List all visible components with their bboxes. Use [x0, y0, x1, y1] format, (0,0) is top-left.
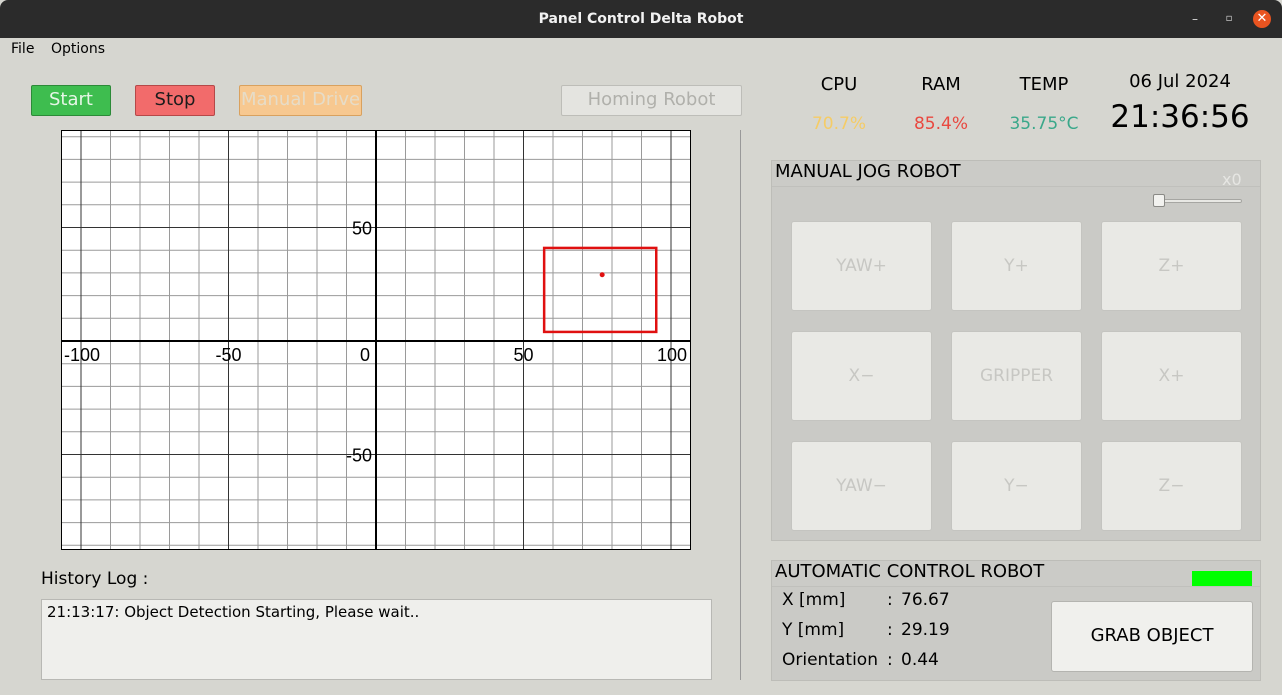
x-tick-label: 0 — [360, 345, 370, 365]
workspace-plot-canvas: -100 -50 0 50 100 50 -50 — [62, 131, 690, 549]
x-plus-button[interactable]: X+ — [1101, 331, 1242, 421]
x-tick-label: -50 — [215, 345, 241, 365]
object-bounding-box — [542, 246, 658, 334]
maximize-icon[interactable]: ▫ — [1225, 13, 1233, 24]
manual-drive-button[interactable]: Manual Drive — [239, 85, 362, 116]
cpu-value: 70.7% — [811, 114, 866, 134]
x-coord-colon: : — [887, 590, 893, 610]
orientation-colon: : — [887, 650, 893, 670]
speed-multiplier-label: x0 — [1222, 170, 1242, 189]
history-log-box[interactable]: 21:13:17: Object Detection Starting, Ple… — [41, 599, 712, 680]
y-tick-label: 50 — [352, 219, 372, 239]
automatic-control-header — [772, 561, 1260, 587]
y-plus-button[interactable]: Y+ — [951, 221, 1082, 311]
z-plus-button[interactable]: Z+ — [1101, 221, 1242, 311]
y-coord-value: 29.19 — [901, 620, 950, 640]
manual-jog-panel: MANUAL JOG ROBOT x0 YAW+ Y+ Z+ X− GRIPPE… — [771, 160, 1261, 541]
clock-display: 21:36:56 — [1110, 99, 1250, 135]
homing-robot-button[interactable]: Homing Robot — [561, 85, 742, 116]
y-coord-label: Y [mm] — [782, 620, 845, 640]
x-tick-label: 50 — [513, 345, 533, 365]
orientation-value: 0.44 — [901, 650, 939, 670]
orientation-label: Orientation — [782, 650, 878, 670]
menu-bar: File Options — [0, 38, 1282, 60]
x-minus-button[interactable]: X− — [791, 331, 932, 421]
workspace-plot[interactable]: -100 -50 0 50 100 50 -50 — [61, 130, 691, 550]
automatic-control-title: AUTOMATIC CONTROL ROBOT — [775, 561, 1045, 582]
yaw-plus-button[interactable]: YAW+ — [791, 221, 932, 311]
history-log-label: History Log : — [41, 569, 149, 589]
cpu-label: CPU — [820, 74, 858, 95]
x-tick-label: -100 — [64, 345, 100, 365]
temp-value: 35.75°C — [1009, 114, 1079, 134]
x-coord-label: X [mm] — [782, 590, 846, 610]
stop-button[interactable]: Stop — [135, 85, 215, 116]
title-bar: Panel Control Delta Robot – ▫ ✕ — [0, 0, 1282, 38]
vertical-divider — [740, 130, 741, 680]
history-entry: 21:13:17: Object Detection Starting, Ple… — [47, 603, 420, 621]
speed-slider-handle[interactable] — [1153, 194, 1165, 207]
speed-slider[interactable] — [1157, 199, 1242, 203]
y-tick-label: -50 — [346, 446, 372, 466]
gripper-button[interactable]: GRIPPER — [951, 331, 1082, 421]
close-icon[interactable]: ✕ — [1253, 10, 1271, 28]
yaw-minus-button[interactable]: YAW− — [791, 441, 932, 531]
ram-label: RAM — [921, 74, 961, 95]
menu-options[interactable]: Options — [51, 41, 106, 57]
x-coord-value: 76.67 — [901, 590, 950, 610]
y-minus-button[interactable]: Y− — [951, 441, 1082, 531]
start-button[interactable]: Start — [31, 85, 111, 116]
window-title: Panel Control Delta Robot — [538, 11, 744, 27]
object-center-point — [599, 272, 605, 278]
z-minus-button[interactable]: Z− — [1101, 441, 1242, 531]
manual-jog-header — [772, 161, 1260, 187]
minimize-icon[interactable]: – — [1192, 12, 1198, 26]
ram-value: 85.4% — [913, 114, 968, 134]
x-tick-label: 100 — [657, 345, 687, 365]
status-indicator — [1192, 571, 1252, 586]
automatic-control-panel: AUTOMATIC CONTROL ROBOT X [mm] : 76.67 Y… — [771, 560, 1261, 681]
y-coord-colon: : — [887, 620, 893, 640]
manual-jog-title: MANUAL JOG ROBOT — [775, 161, 961, 182]
date-display: 06 Jul 2024 — [1129, 71, 1231, 92]
temp-label: TEMP — [1019, 74, 1069, 95]
menu-file[interactable]: File — [11, 41, 35, 57]
grab-object-button[interactable]: GRAB OBJECT — [1051, 601, 1253, 672]
